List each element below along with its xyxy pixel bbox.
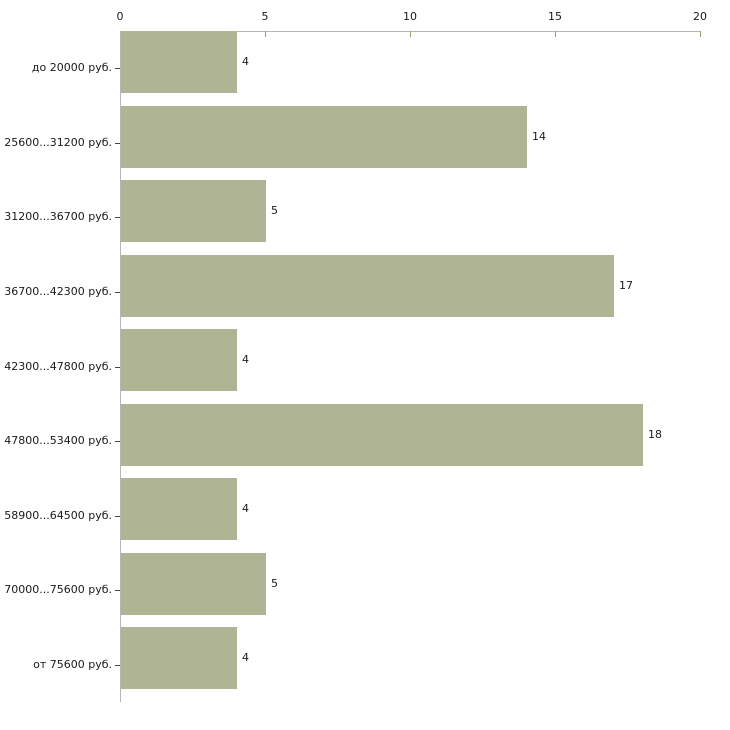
bar-value-label: 5 bbox=[271, 204, 278, 217]
category-label: 31200...36700 руб. bbox=[4, 210, 112, 223]
x-axis-tick bbox=[555, 31, 556, 37]
category-label: 70000...75600 руб. bbox=[4, 583, 112, 596]
category-label: от 75600 руб. bbox=[33, 658, 112, 671]
bar-value-label: 4 bbox=[242, 651, 249, 664]
y-axis-tick bbox=[115, 590, 120, 591]
bar-value-label: 4 bbox=[242, 55, 249, 68]
x-axis-tick-label: 5 bbox=[261, 10, 269, 23]
y-axis-tick bbox=[115, 516, 120, 517]
x-axis-tick bbox=[410, 31, 411, 37]
bar-value-label: 4 bbox=[242, 353, 249, 366]
bar[interactable] bbox=[121, 404, 643, 466]
category-label: 58900...64500 руб. bbox=[4, 509, 112, 522]
category-label: до 20000 руб. bbox=[31, 61, 112, 74]
bar[interactable] bbox=[121, 31, 237, 93]
bar-value-label: 18 bbox=[648, 428, 662, 441]
category-label: 42300...47800 руб. bbox=[4, 360, 112, 373]
bar[interactable] bbox=[121, 627, 237, 689]
y-axis-tick bbox=[115, 441, 120, 442]
bar-value-label: 14 bbox=[532, 130, 546, 143]
y-axis-tick bbox=[115, 68, 120, 69]
category-label: 47800...53400 руб. bbox=[4, 434, 112, 447]
y-axis-tick bbox=[115, 217, 120, 218]
x-axis-tick-label: 15 bbox=[548, 10, 562, 23]
x-axis-tick-label: 20 bbox=[693, 10, 707, 23]
x-axis-tick-label: 10 bbox=[403, 10, 417, 23]
y-axis-tick bbox=[115, 367, 120, 368]
bar[interactable] bbox=[121, 106, 527, 168]
bar-value-label: 5 bbox=[271, 577, 278, 590]
y-axis-tick bbox=[115, 292, 120, 293]
category-label: 36700...42300 руб. bbox=[4, 285, 112, 298]
x-axis-tick bbox=[700, 31, 701, 37]
y-axis-tick bbox=[115, 143, 120, 144]
bar-value-label: 17 bbox=[619, 279, 633, 292]
x-axis-tick bbox=[265, 31, 266, 37]
bar[interactable] bbox=[121, 478, 237, 540]
bar[interactable] bbox=[121, 180, 266, 242]
bar-value-label: 4 bbox=[242, 502, 249, 515]
y-axis-tick bbox=[115, 665, 120, 666]
bar[interactable] bbox=[121, 329, 237, 391]
bar[interactable] bbox=[121, 553, 266, 615]
y-axis-line bbox=[120, 31, 121, 702]
bar[interactable] bbox=[121, 255, 614, 317]
category-label: 25600...31200 руб. bbox=[4, 136, 112, 149]
x-axis-tick-label: 0 bbox=[116, 10, 124, 23]
